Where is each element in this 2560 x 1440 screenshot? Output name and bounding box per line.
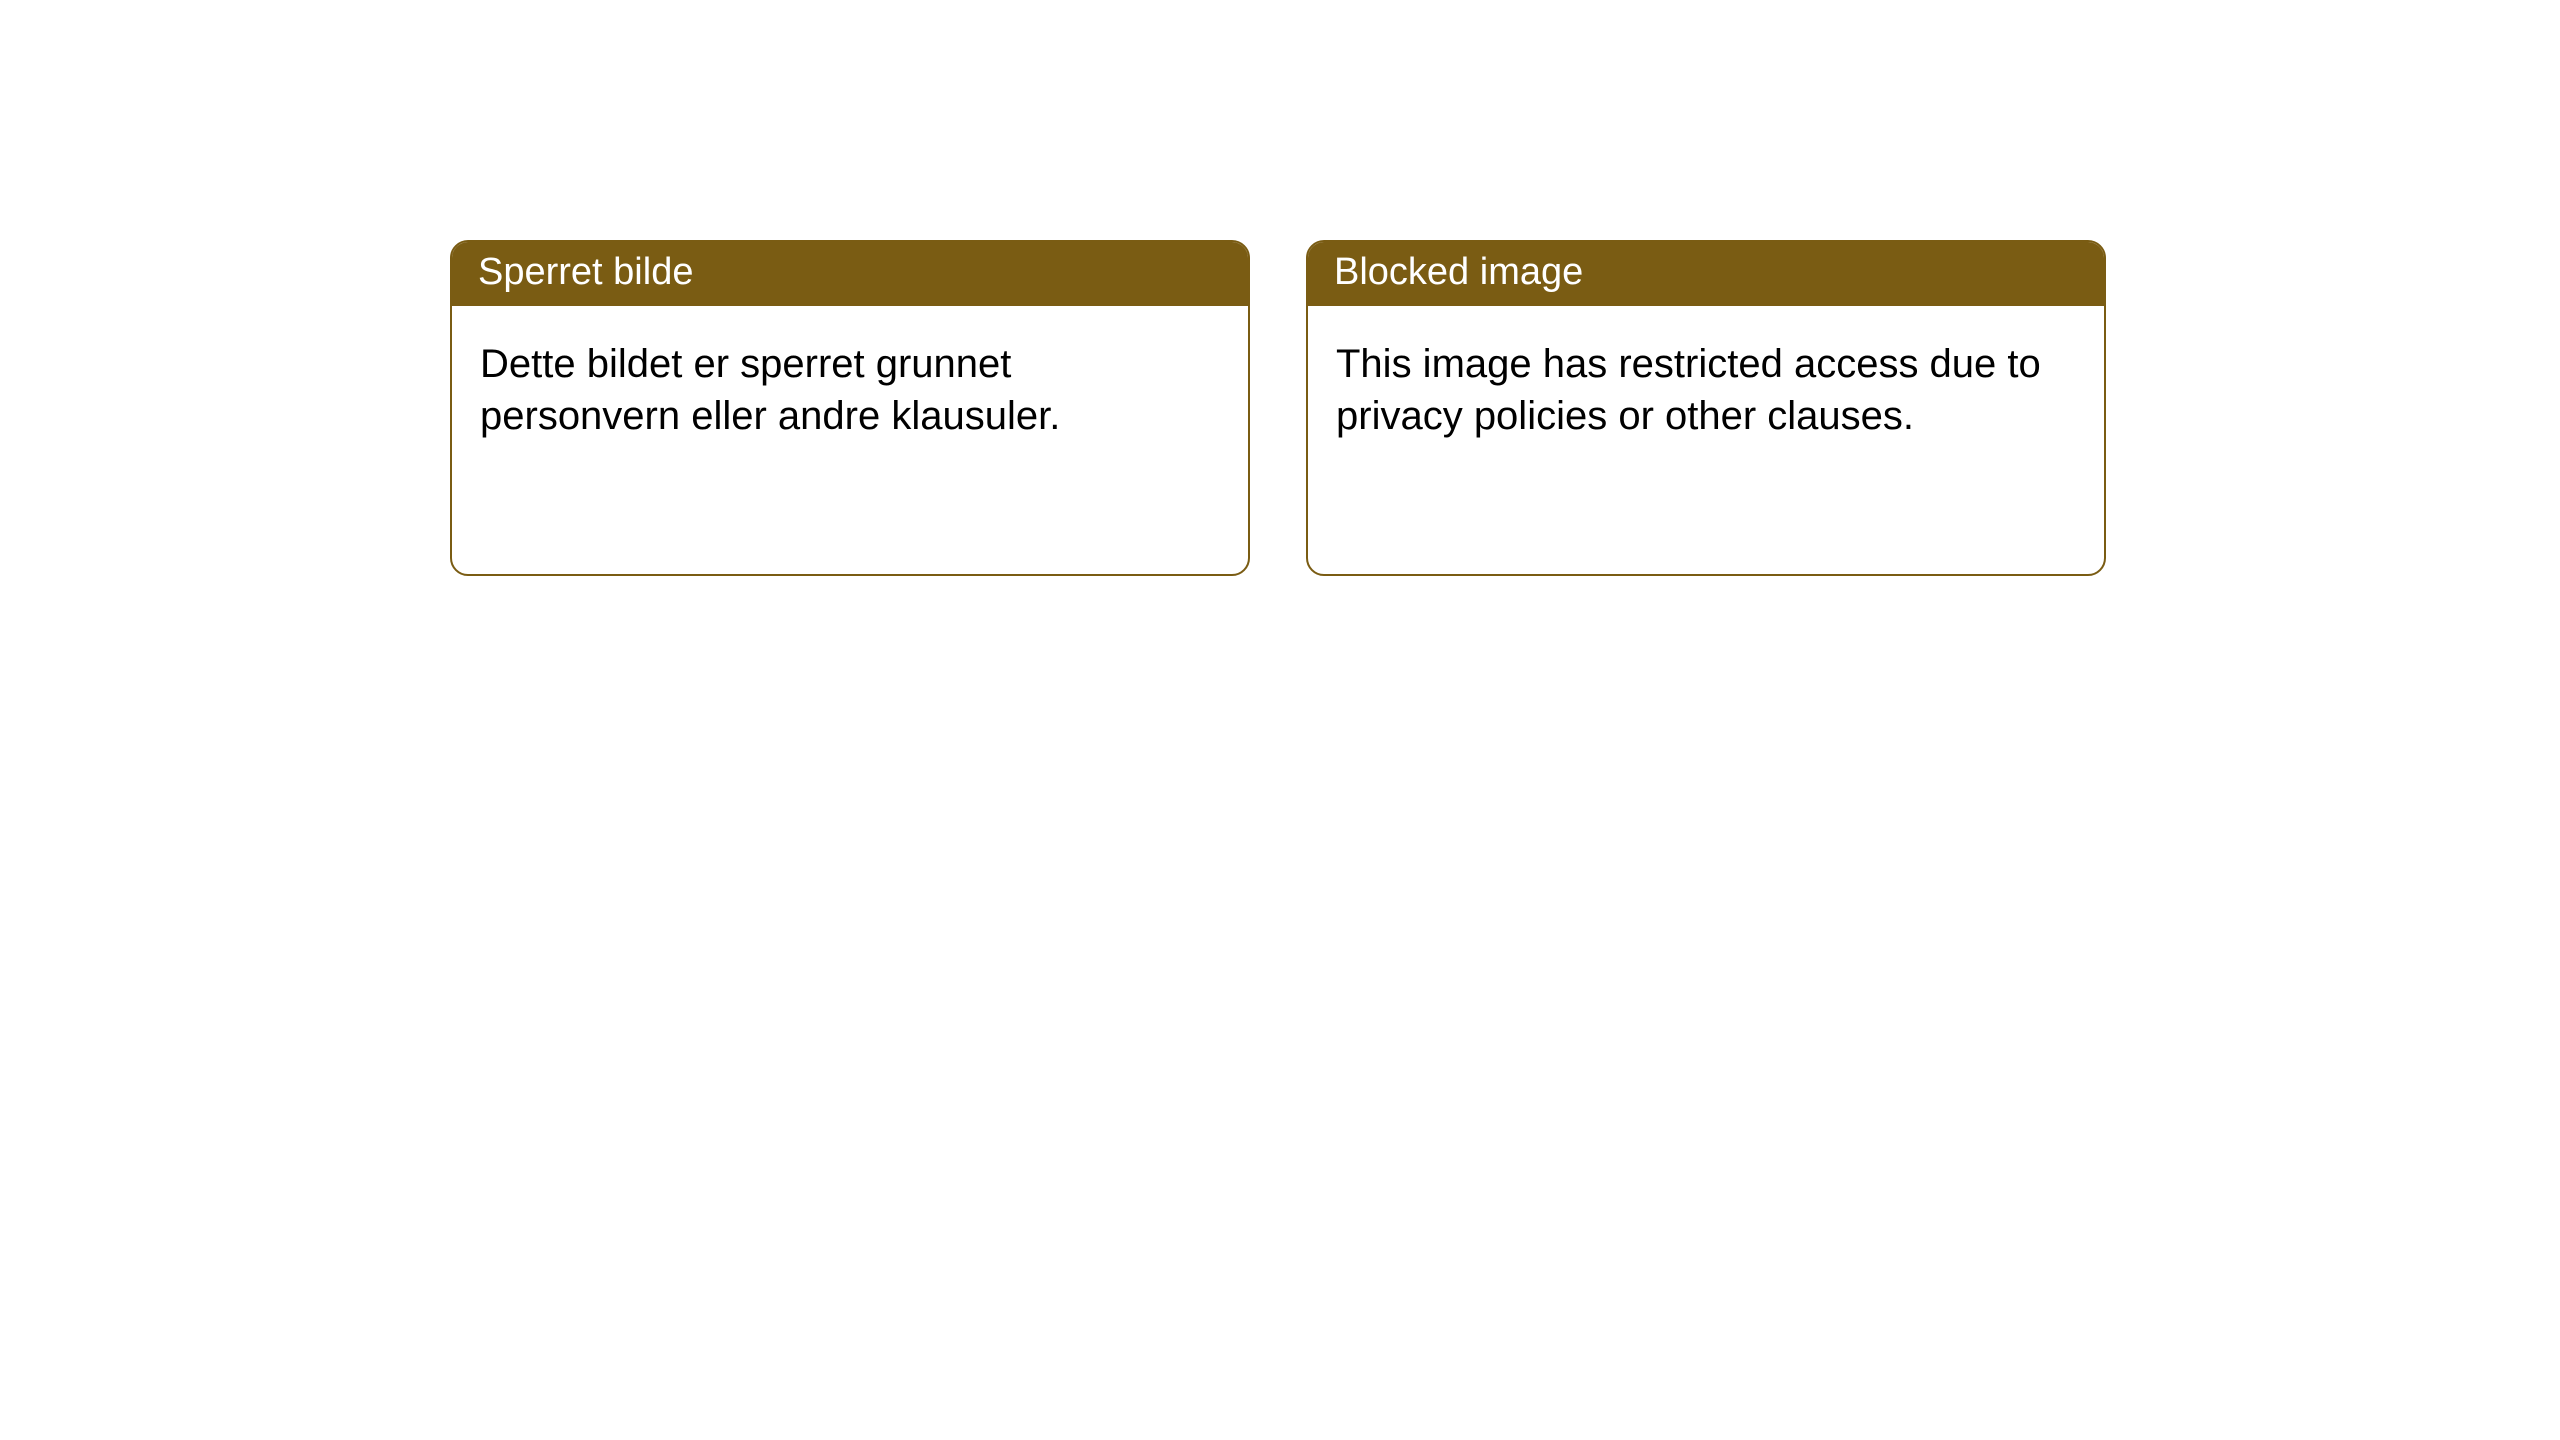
card-header: Blocked image	[1308, 242, 2104, 306]
card-body: Dette bildet er sperret grunnet personve…	[452, 306, 1248, 474]
card-body-text: This image has restricted access due to …	[1336, 342, 2041, 438]
blocked-image-card-no: Sperret bilde Dette bildet er sperret gr…	[450, 240, 1250, 576]
blocked-image-card-en: Blocked image This image has restricted …	[1306, 240, 2106, 576]
card-header: Sperret bilde	[452, 242, 1248, 306]
card-body-text: Dette bildet er sperret grunnet personve…	[480, 342, 1060, 438]
cards-container: Sperret bilde Dette bildet er sperret gr…	[450, 240, 2106, 576]
card-title: Sperret bilde	[478, 251, 693, 293]
card-title: Blocked image	[1334, 251, 1583, 293]
card-body: This image has restricted access due to …	[1308, 306, 2104, 474]
